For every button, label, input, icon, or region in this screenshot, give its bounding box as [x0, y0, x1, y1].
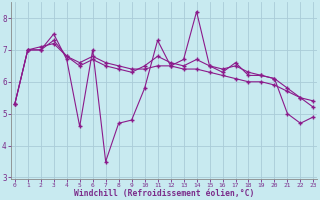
X-axis label: Windchill (Refroidissement éolien,°C): Windchill (Refroidissement éolien,°C) [74, 189, 254, 198]
